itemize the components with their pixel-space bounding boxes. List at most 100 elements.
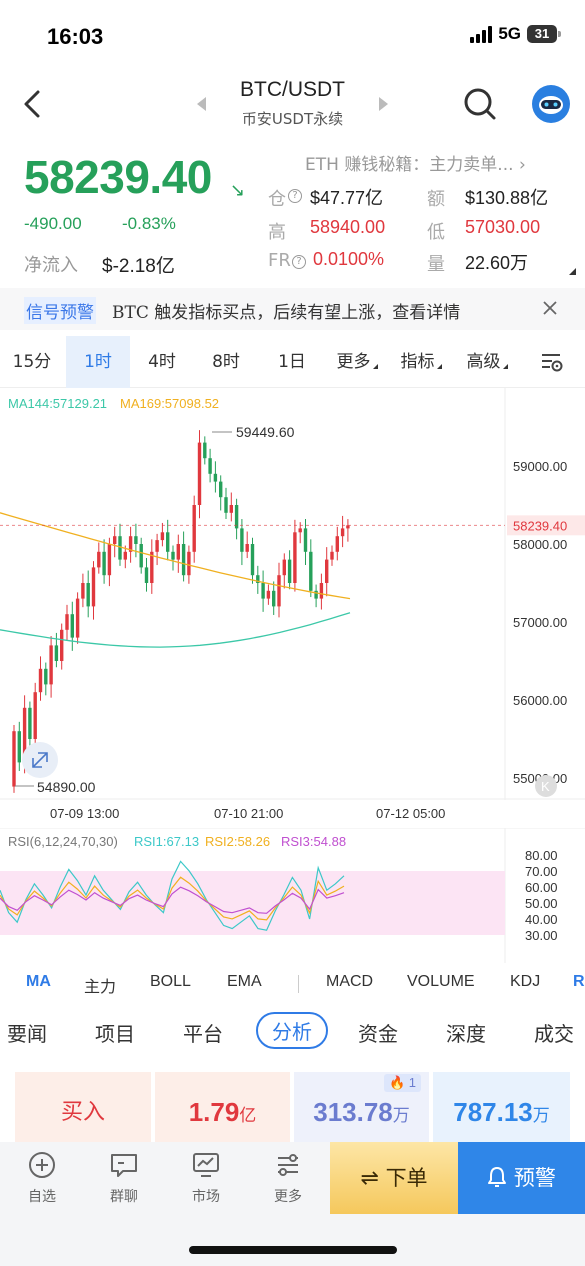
candle-body <box>261 583 265 599</box>
high-marker: 59449.60 <box>236 424 295 440</box>
last-price-tag-bg <box>507 515 585 536</box>
tab-more[interactable]: 更多 <box>326 336 388 388</box>
nav-watchlist[interactable]: 自选 <box>12 1150 72 1206</box>
value3: 313.78 <box>313 1097 393 1127</box>
candle-body <box>340 528 345 537</box>
candle-body <box>192 505 196 552</box>
value4: 787.13 <box>453 1097 533 1127</box>
back-arrow-icon[interactable] <box>20 88 46 120</box>
search-icon[interactable] <box>462 86 498 122</box>
order-label: 下单 <box>385 1166 428 1190</box>
rsi1-label: RSI1:67.13 <box>134 834 199 849</box>
expand-icon[interactable] <box>569 268 576 275</box>
candle-body <box>97 551 101 568</box>
divider <box>298 975 299 993</box>
more-icon <box>278 1154 298 1176</box>
tab-8h[interactable]: 8时 <box>212 352 240 372</box>
chevron-right-icon: › <box>518 155 526 175</box>
candle-body <box>113 536 117 544</box>
promo-link[interactable]: ETH 赚钱秘籍：主力卖单... › <box>305 150 526 175</box>
tab-4h[interactable]: 4时 <box>148 352 176 372</box>
dropdown-icon <box>436 364 442 369</box>
k-icon: K <box>541 779 550 794</box>
fr-label: FR <box>268 250 291 271</box>
candle-body <box>65 614 69 630</box>
tab-1d[interactable]: 1日 <box>278 352 306 372</box>
last-price: 58239.40 <box>24 151 212 203</box>
fr-value: 0.0100% <box>313 249 385 269</box>
candle-body <box>28 707 32 739</box>
value4-card[interactable]: 787.13万 <box>433 1072 570 1144</box>
tab-depth[interactable]: 深度 <box>446 1022 486 1046</box>
expand-arrows-icon <box>32 752 48 768</box>
candle-body <box>12 731 16 787</box>
order-button[interactable]: ⇌ 下单 <box>330 1142 458 1214</box>
price-change: -490.00 <box>24 214 82 233</box>
chart-settings-icon[interactable] <box>540 351 564 373</box>
high-value: 58940.00 <box>310 217 386 237</box>
kline-reset-button[interactable] <box>535 775 557 797</box>
tab-platform[interactable]: 平台 <box>183 1022 223 1046</box>
candle-body <box>54 645 59 661</box>
battery-icon: 31 <box>527 25 561 43</box>
rsi2-line <box>0 876 345 921</box>
next-pair-icon[interactable] <box>379 97 388 111</box>
candle-body <box>277 575 281 607</box>
net-inflow-value: $-2.18亿 <box>102 256 175 277</box>
fr-help-icon[interactable]: ? <box>292 251 306 270</box>
high-label: 高 <box>268 222 286 243</box>
price-tick: 59000.00 <box>513 459 567 474</box>
ind-ma[interactable]: MA <box>26 973 51 990</box>
rsi2-label: RSI2:58.26 <box>205 834 270 849</box>
value3-card[interactable]: 🔥 1 313.78万 <box>294 1072 429 1144</box>
prev-pair-icon[interactable] <box>197 97 206 111</box>
candle-body <box>208 458 212 474</box>
nav-market[interactable]: 市场 <box>176 1150 236 1206</box>
alert-label: 预警 <box>513 1166 556 1190</box>
candle-body <box>346 525 350 529</box>
nav-more-label: 更多 <box>274 1189 302 1205</box>
down-arrow-icon: ↘ <box>230 180 246 201</box>
tab-analysis[interactable]: 分析 <box>256 1012 328 1049</box>
nav-group-chat[interactable]: 群聊 <box>94 1150 154 1206</box>
tab-funds[interactable]: 资金 <box>358 1022 398 1046</box>
tab-1h[interactable]: 1时 <box>66 336 130 388</box>
close-icon[interactable] <box>540 298 560 318</box>
candle-body <box>250 544 255 576</box>
ind-volume[interactable]: VOLUME <box>407 973 475 990</box>
buy-amount-card[interactable]: 1.79亿 <box>155 1072 290 1144</box>
ind-kdj[interactable]: KDJ <box>510 973 541 990</box>
ai-assistant-icon[interactable] <box>532 85 570 123</box>
pair-title[interactable]: BTC/USDT <box>240 78 345 101</box>
dropdown-icon <box>372 364 378 369</box>
candle-body <box>91 567 96 607</box>
price-chart[interactable]: 58239.40 MA144:57129.21 MA169:57098.52 5… <box>0 388 585 828</box>
price-alert-button[interactable]: 预警 <box>458 1142 585 1214</box>
candle-body <box>181 544 186 576</box>
ind-rsi[interactable]: R <box>573 973 585 990</box>
ind-macd[interactable]: MACD <box>326 973 374 990</box>
ind-boll[interactable]: BOLL <box>150 973 191 990</box>
tab-15m[interactable]: 15分 <box>12 352 52 372</box>
alert-tag: 信号预警 <box>24 297 96 324</box>
nav-market-label: 市场 <box>192 1189 220 1205</box>
ind-main-force[interactable]: 主力 <box>84 979 117 996</box>
signal-alert-banner[interactable]: 信号预警 BTC 触发指标买点，后续有望上涨，查看详情 <box>0 288 585 330</box>
tab-trades[interactable]: 成交 <box>534 1022 574 1046</box>
alert-text[interactable]: BTC 触发指标买点，后续有望上涨，查看详情 <box>112 303 461 323</box>
rsi-chart[interactable]: RSI(6,12,24,70,30) RSI1:67.13 RSI2:58.26… <box>0 828 585 963</box>
candle-body <box>22 707 27 763</box>
ind-ema[interactable]: EMA <box>227 973 262 990</box>
buy-card[interactable]: 买入 <box>15 1072 151 1144</box>
candle-body <box>229 505 233 513</box>
tab-indicators[interactable]: 指标 <box>390 336 452 388</box>
candle-body <box>33 692 37 739</box>
hot-count: 1 <box>408 1075 416 1090</box>
tab-project[interactable]: 项目 <box>95 1022 135 1046</box>
candle-body <box>155 540 159 552</box>
tab-news[interactable]: 要闻 <box>7 1022 47 1046</box>
vol-label: 量 <box>427 254 445 275</box>
nav-more[interactable]: 更多 <box>258 1150 318 1206</box>
tab-advanced[interactable]: 高级 <box>454 336 520 388</box>
help-icon[interactable]: ? <box>288 185 302 204</box>
